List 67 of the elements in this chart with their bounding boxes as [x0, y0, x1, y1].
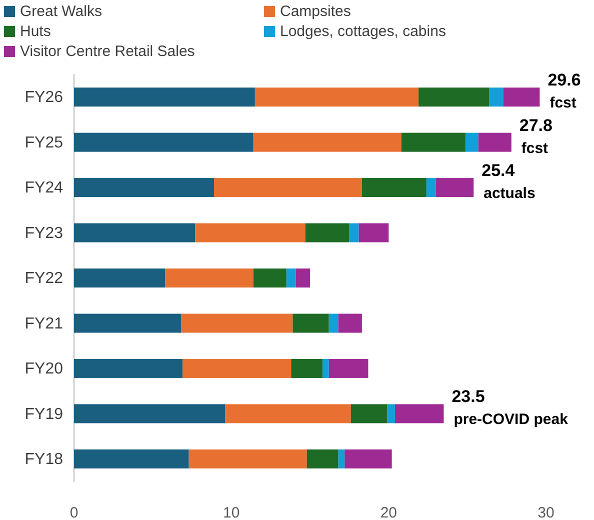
legend-label: Visitor Centre Retail Sales [20, 43, 195, 60]
bar [436, 178, 474, 198]
y-tick-label: FY23 [24, 224, 64, 242]
y-tick-label: FY22 [24, 270, 64, 288]
bar [401, 132, 466, 152]
legend-label: Huts [20, 23, 51, 40]
y-tick-label: FY18 [24, 451, 64, 468]
bar [350, 404, 388, 424]
bar [328, 314, 338, 333]
bar [74, 449, 189, 468]
bar [74, 88, 255, 107]
bar [306, 449, 338, 468]
annotation: 25.4 actuals [482, 161, 536, 202]
bar [504, 88, 540, 107]
legend-label: Campsites [280, 3, 351, 20]
bar [305, 223, 350, 242]
annotation: 23.5 pre-COVID peak [452, 387, 569, 428]
x-tick-label: 20 [380, 504, 398, 520]
bar [74, 178, 214, 198]
bar [165, 268, 254, 288]
bar [478, 132, 512, 152]
bar [466, 132, 478, 152]
bar [418, 88, 490, 107]
y-tick-label: FY19 [24, 406, 64, 423]
bar [296, 268, 310, 288]
legend-label: Great Walks [20, 3, 102, 20]
y-tick-label: FY20 [24, 360, 64, 378]
bar [253, 268, 286, 288]
y-tick-label: FY26 [24, 89, 64, 106]
legend-label: Lodges, cottages, cabins [280, 23, 446, 40]
y-tick-label: FY21 [24, 315, 64, 332]
bar [291, 358, 323, 378]
annotation: 29.6 fcst [548, 70, 581, 112]
bar [426, 178, 436, 198]
bar [74, 132, 254, 152]
bar [338, 449, 345, 468]
bar [180, 314, 293, 333]
bar [74, 358, 183, 378]
bar [74, 223, 196, 242]
y-tick-label: FY25 [24, 134, 64, 152]
bar [74, 268, 166, 288]
bar [338, 314, 362, 333]
bar [387, 404, 395, 424]
bar [394, 404, 444, 424]
bar [286, 268, 296, 288]
bar [489, 88, 504, 107]
annotation: 27.8 fcst [519, 116, 552, 157]
x-tick-label: 0 [70, 504, 78, 520]
bar [362, 178, 426, 198]
bar [214, 178, 362, 198]
y-tick-label: FY24 [24, 180, 64, 197]
bar [292, 314, 329, 333]
bar [358, 223, 389, 242]
bar [188, 449, 307, 468]
bar [182, 358, 292, 378]
bar [328, 358, 368, 378]
x-tick-label: 30 [538, 504, 554, 520]
bar [74, 314, 181, 333]
bar [195, 223, 306, 242]
bar [254, 88, 419, 107]
bar [344, 449, 392, 468]
bar [322, 358, 329, 378]
x-tick-label: 10 [222, 504, 240, 520]
bar [253, 132, 402, 152]
bar [225, 404, 351, 424]
bar [74, 404, 226, 424]
bar [349, 223, 359, 242]
